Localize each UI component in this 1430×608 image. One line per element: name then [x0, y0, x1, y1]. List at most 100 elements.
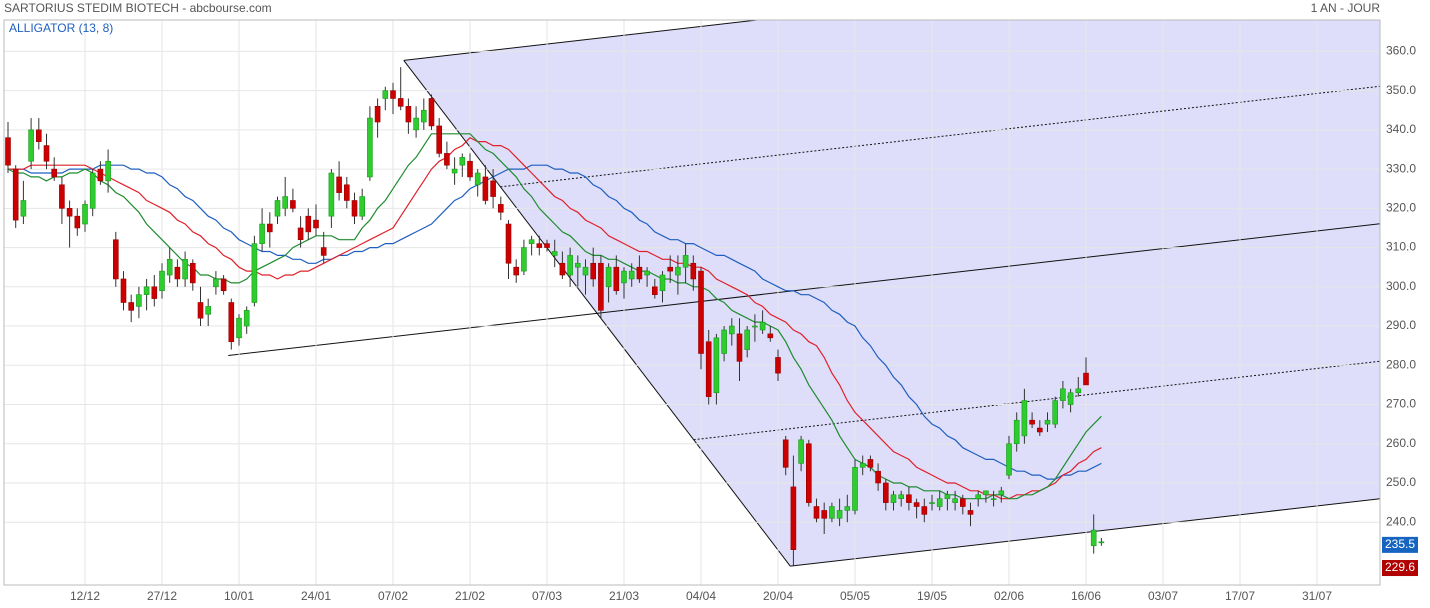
candle-body [736, 333, 743, 362]
candle-body [174, 266, 181, 280]
candle-body [1021, 400, 1028, 437]
candle-body [675, 266, 681, 276]
candle-body [243, 310, 250, 327]
candle-body [1090, 529, 1097, 547]
labels: 240.0 250.0 260.0 270.0 280.0 290.0 300.0 310.0… [70, 44, 1418, 603]
y-tick-label: 310.0 [1386, 240, 1416, 254]
candle-body [259, 223, 265, 244]
candle-body [728, 325, 735, 335]
candle-body [859, 463, 866, 468]
x-tick-label: 19/05 [917, 589, 947, 603]
y-tick-label: 270.0 [1386, 397, 1416, 411]
candle-body [274, 200, 281, 217]
x-tick-label: 02/06 [994, 589, 1024, 603]
candle-body [1044, 419, 1051, 425]
candle-body [1029, 419, 1035, 425]
price-label: 235.5 [1385, 537, 1415, 551]
candle-body [752, 325, 758, 328]
candle-body [551, 251, 558, 256]
candle-body [12, 168, 19, 221]
candle-body [628, 270, 635, 280]
candle-body [444, 153, 450, 166]
candle-body [182, 259, 188, 280]
candle-body [1075, 388, 1082, 394]
candle-body [490, 180, 496, 197]
candle-body [205, 306, 211, 315]
candle-body [497, 204, 504, 213]
candle-body [582, 266, 589, 276]
x-tick-label: 27/12 [147, 589, 177, 603]
x-tick-label: 20/04 [763, 589, 793, 603]
candle-body [913, 502, 920, 507]
candle-body [82, 204, 88, 225]
candle-body [590, 262, 597, 280]
y-tick-label: 240.0 [1386, 514, 1416, 528]
candle-body [698, 270, 704, 354]
candle-body [228, 302, 235, 343]
x-tick-label: 10/01 [224, 589, 254, 603]
candle-body [836, 510, 843, 519]
candle-body [213, 278, 219, 288]
candle-body [28, 129, 34, 162]
price-box [1382, 560, 1418, 577]
candle-body [651, 286, 658, 295]
y-tick-label: 290.0 [1386, 318, 1416, 332]
y-tick-label: 340.0 [1386, 122, 1416, 136]
candle-body [921, 506, 928, 515]
candle-body [220, 278, 227, 292]
candle-body [66, 208, 73, 217]
x-tick-label: 24/01 [301, 589, 331, 603]
candle-body [343, 184, 350, 201]
candle-body [990, 498, 997, 500]
candle-body [805, 443, 812, 503]
x-tick-label: 12/12 [70, 589, 100, 603]
candle-body [1060, 388, 1066, 401]
candle-body [567, 255, 573, 276]
candle-body [536, 243, 543, 248]
candle-body [759, 321, 766, 331]
candle-body [374, 106, 381, 123]
candle-body [775, 357, 781, 374]
price-label: 229.6 [1385, 560, 1415, 574]
candle-body [598, 262, 604, 311]
candle-body [467, 160, 473, 178]
period: 1 AN - JOUR [1311, 1, 1381, 15]
candle-body [574, 262, 581, 268]
candle-body [236, 317, 242, 339]
candle-body [744, 329, 751, 350]
candle-body [120, 278, 127, 303]
candle-body [721, 329, 727, 354]
plot-frame [3, 19, 1381, 586]
candle-body [474, 172, 481, 186]
candle-body [143, 286, 150, 295]
x-tick-label: 05/05 [840, 589, 870, 603]
y-tick-label: 330.0 [1386, 161, 1416, 175]
candle-body [667, 266, 674, 272]
candle-body [528, 239, 535, 244]
candle-body [829, 506, 835, 519]
candle-body [390, 90, 396, 99]
y-tick-label: 280.0 [1386, 357, 1416, 371]
x-tick-label: 31/07 [1302, 589, 1332, 603]
candles [5, 67, 1105, 566]
candle-body [782, 439, 789, 468]
candle-body [405, 106, 412, 123]
candle-body [929, 502, 935, 504]
pitchfork-quarter [500, 85, 1380, 188]
candle-body [5, 137, 11, 166]
pitchfork-handle [403, 60, 791, 567]
candle-body [1067, 392, 1074, 405]
candle-body [328, 172, 335, 217]
candle-body [305, 215, 312, 233]
candle-body [621, 270, 627, 284]
candle-body [482, 176, 489, 201]
candle-body [420, 109, 427, 123]
candle-body [644, 270, 650, 276]
y-tick-label: 350.0 [1386, 83, 1416, 97]
candle-body [113, 239, 119, 280]
candle-body [983, 490, 989, 496]
candle-body [952, 498, 958, 503]
candle-body [413, 117, 419, 131]
candle-body [959, 498, 966, 507]
